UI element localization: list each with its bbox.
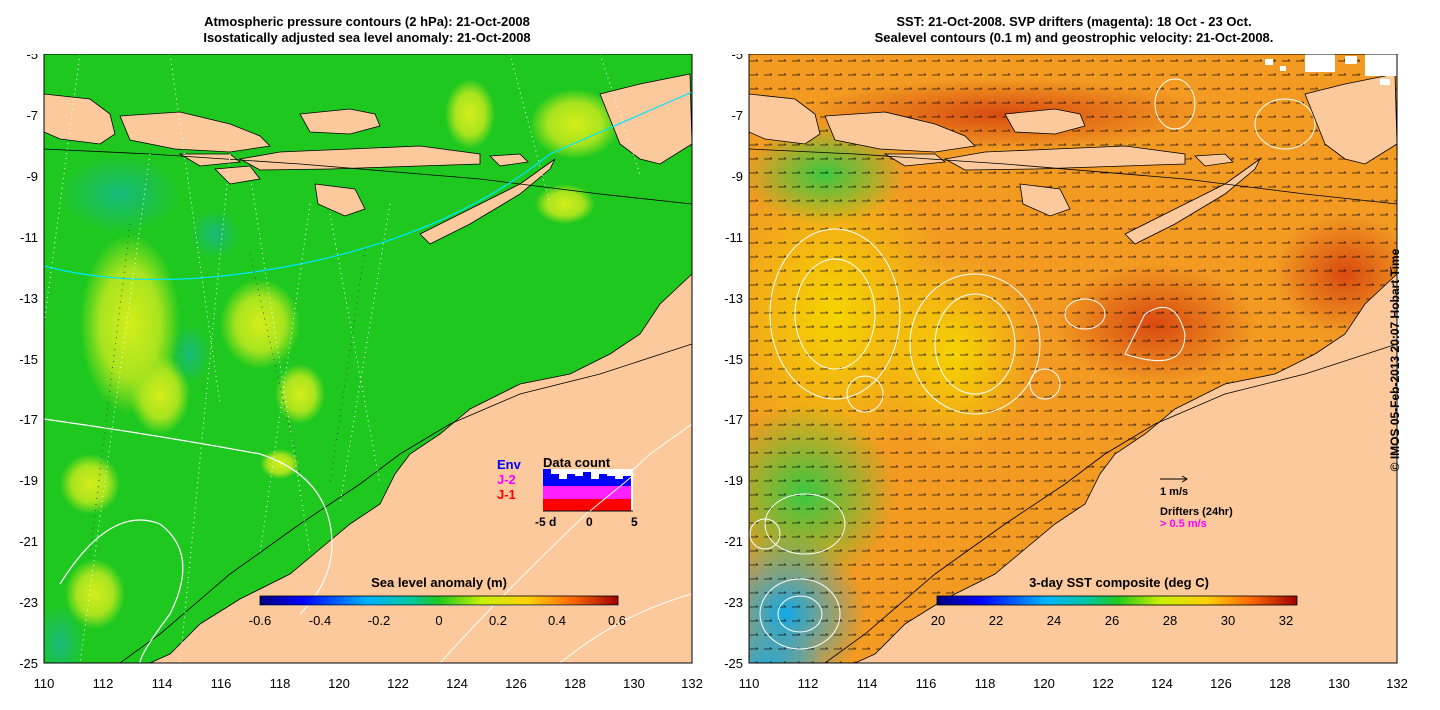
svg-text:132: 132 [681, 676, 703, 691]
sla-y-axis: -5 -7 -9 -11 -13 -15 -17 -19 -21 -23 -25 [19, 54, 38, 671]
svg-text:-7: -7 [26, 108, 38, 123]
svg-text:-25: -25 [19, 656, 38, 671]
svg-text:-7: -7 [731, 108, 743, 123]
svg-text:-9: -9 [26, 169, 38, 184]
legend-env: Env [497, 457, 522, 472]
svg-text:-19: -19 [19, 473, 38, 488]
svg-text:-0.4: -0.4 [309, 613, 331, 628]
svg-text:-15: -15 [724, 352, 743, 367]
svg-text:-21: -21 [724, 534, 743, 549]
sla-colorbar-label: Sea level anomaly (m) [371, 575, 507, 590]
sst-x-axis: 110 112 114 116 118 120 122 124 126 128 … [739, 676, 1408, 691]
svg-text:-17: -17 [19, 412, 38, 427]
sealevel-contours [749, 78, 1316, 650]
svg-text:-21: -21 [19, 534, 38, 549]
svg-text:118: 118 [975, 676, 996, 691]
svg-text:-5: -5 [731, 54, 743, 62]
sst-colorbar-label: 3-day SST composite (deg C) [1029, 575, 1209, 590]
svg-text:-9: -9 [731, 169, 743, 184]
right-title-line2: Sealevel contours (0.1 m) and geostrophi… [874, 30, 1274, 45]
svg-text:0: 0 [435, 613, 442, 628]
svg-text:132: 132 [1386, 676, 1408, 691]
svg-text:32: 32 [1279, 613, 1293, 628]
velocity-scale-label: 1 m/s [1160, 486, 1188, 498]
svg-text:120: 120 [1033, 676, 1055, 691]
svg-text:30: 30 [1221, 613, 1235, 628]
sla-x-axis: 110 112 114 116 118 120 122 124 126 128 … [34, 676, 703, 691]
svg-text:-13: -13 [19, 291, 38, 306]
svg-text:-23: -23 [19, 595, 38, 610]
svg-text:124: 124 [1151, 676, 1173, 691]
sla-colorbar: Sea level anomaly (m) -0.6 -0.4 -0.2 0 0… [249, 575, 626, 628]
inset-xtick-mid: 0 [586, 515, 593, 529]
svg-text:126: 126 [1210, 676, 1232, 691]
svg-text:-25: -25 [724, 656, 743, 671]
cloud-mask [1265, 54, 1397, 85]
inset-d-label: d [549, 515, 556, 529]
svg-text:-11: -11 [725, 230, 743, 245]
svg-text:124: 124 [446, 676, 468, 691]
velocity-legend: 1 m/s Drifters (24hr) > 0.5 m/s [1160, 475, 1233, 530]
altimeter-tracks [44, 54, 641, 663]
svg-text:-23: -23 [724, 595, 743, 610]
svg-text:24: 24 [1047, 613, 1061, 628]
svg-text:122: 122 [1092, 676, 1114, 691]
australia-land [149, 273, 692, 663]
svg-text:-0.2: -0.2 [368, 613, 390, 628]
svg-text:-15: -15 [19, 352, 38, 367]
sst-frame [748, 54, 1398, 664]
svg-text:114: 114 [857, 676, 878, 691]
svg-text:110: 110 [739, 676, 760, 691]
svg-text:112: 112 [93, 676, 114, 691]
svg-text:-0.6: -0.6 [249, 613, 271, 628]
svg-text:112: 112 [798, 676, 819, 691]
left-title-line2: Isostatically adjusted sea level anomaly… [203, 30, 531, 45]
drifter-scale: > 0.5 m/s [1160, 518, 1207, 530]
svg-text:118: 118 [270, 676, 291, 691]
sst-map-panel: 1 m/s Drifters (24hr) > 0.5 m/s 3-day SS… [724, 54, 1408, 691]
svg-text:116: 116 [916, 676, 937, 691]
credit-text: © IMOS 05-Feb-2013 20:07 Hobart Time [1388, 248, 1402, 472]
svg-text:0.2: 0.2 [489, 613, 507, 628]
sla-map-panel: Data count -5 d 0 5 Env J-2 J-1 Sea leve… [19, 54, 703, 691]
inset-title: Data count [543, 455, 611, 470]
svg-text:28: 28 [1163, 613, 1177, 628]
svg-text:116: 116 [211, 676, 232, 691]
svg-text:20: 20 [931, 613, 945, 628]
svg-text:130: 130 [1328, 676, 1350, 691]
right-title-line1: SST: 21-Oct-2008. SVP drifters (magenta)… [896, 14, 1252, 29]
australia-land-sst [854, 273, 1397, 663]
right-panel-title: SST: 21-Oct-2008. SVP drifters (magenta)… [724, 14, 1424, 46]
sst-y-axis: -5 -7 -9 -11 -13 -15 -17 -19 -21 -23 -25 [724, 54, 743, 671]
svg-text:0.4: 0.4 [548, 613, 566, 628]
svg-text:-13: -13 [724, 291, 743, 306]
pressure-contour [44, 91, 692, 281]
legend-j2: J-2 [497, 472, 516, 487]
sla-frame [43, 54, 693, 664]
svg-text:126: 126 [505, 676, 527, 691]
svg-text:-17: -17 [724, 412, 743, 427]
svg-text:114: 114 [152, 676, 173, 691]
svg-text:128: 128 [564, 676, 586, 691]
svg-text:-11: -11 [20, 230, 38, 245]
svg-text:22: 22 [989, 613, 1003, 628]
svg-text:120: 120 [328, 676, 350, 691]
indonesia-islands-sst [749, 73, 1397, 245]
svg-text:26: 26 [1105, 613, 1119, 628]
left-panel-title: Atmospheric pressure contours (2 hPa): 2… [17, 14, 717, 46]
inset-xtick-right: 5 [631, 515, 638, 529]
data-count-inset: Data count -5 d 0 5 Env J-2 J-1 [497, 455, 638, 529]
legend-j1: J-1 [497, 487, 516, 502]
svg-text:0.6: 0.6 [608, 613, 626, 628]
drifter-title: Drifters (24hr) [1160, 506, 1233, 518]
svg-text:-5: -5 [26, 54, 38, 62]
svg-text:130: 130 [623, 676, 645, 691]
sst-colorbar: 3-day SST composite (deg C) 20 22 24 26 … [931, 575, 1298, 628]
inset-xtick-left: -5 [535, 515, 546, 529]
svg-text:122: 122 [387, 676, 409, 691]
svg-text:128: 128 [1269, 676, 1291, 691]
left-title-line1: Atmospheric pressure contours (2 hPa): 2… [204, 14, 530, 29]
svg-text:110: 110 [34, 676, 55, 691]
svg-text:-19: -19 [724, 473, 743, 488]
